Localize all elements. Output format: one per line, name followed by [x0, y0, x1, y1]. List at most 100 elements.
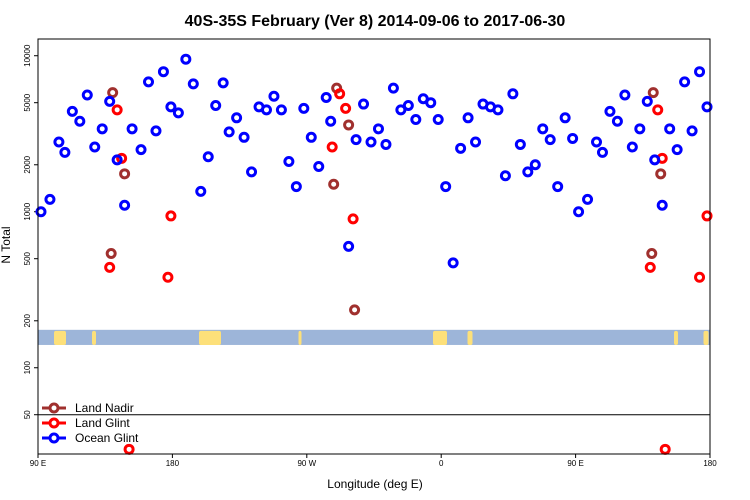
ocean-glint-point: [135, 144, 147, 156]
ocean-glint-point: [313, 160, 325, 172]
land-glint-point: [162, 271, 174, 283]
y-tick-label: 1000: [23, 202, 32, 220]
plot-area: 90 E 180 90 W 0 90 E 180 50 100 200 500 1000 2000 50…: [23, 44, 717, 468]
map-land-patch: [467, 330, 473, 345]
legend-label-land-nadir: Land Nadir: [75, 401, 134, 415]
ocean-glint-point: [529, 159, 541, 171]
ocean-glint-point: [634, 123, 646, 135]
ocean-glint-point: [410, 114, 422, 126]
ocean-glint-point: [455, 142, 467, 154]
ocean-glint-point: [195, 185, 207, 197]
ocean-glint-point: [380, 138, 392, 150]
land-nadir-point: [105, 247, 117, 259]
x-tick-label: 90 W: [297, 459, 316, 468]
ocean-glint-point: [522, 166, 534, 178]
land-glint-point: [340, 102, 352, 114]
land-nadir-point: [328, 178, 340, 190]
ocean-glint-point: [59, 146, 71, 158]
ocean-glint-point: [111, 154, 123, 166]
ocean-glint-point: [365, 136, 377, 148]
legend-marker-land-glint: [48, 417, 60, 429]
land-glint-point: [347, 213, 359, 225]
ocean-glint-point: [231, 112, 243, 124]
ocean-glint-point: [126, 123, 138, 135]
map-land-patch: [703, 330, 709, 345]
ocean-glint-point: [104, 95, 116, 107]
map-ocean-band: [38, 329, 710, 345]
chart-title: 40S-35S February (Ver 8) 2014-09-06 to 2…: [185, 13, 566, 30]
land-glint-point: [104, 261, 116, 273]
ocean-glint-point: [619, 89, 631, 101]
ocean-glint-point: [325, 115, 337, 127]
ocean-glint-point: [559, 112, 571, 124]
land-glint-point: [652, 104, 664, 116]
ocean-glint-point: [604, 105, 616, 117]
land-nadir-point: [646, 247, 658, 259]
ocean-glint-point: [649, 154, 661, 166]
y-tick-label: 100: [23, 361, 32, 375]
ocean-glint-point: [96, 123, 108, 135]
ocean-glint-point: [53, 136, 65, 148]
land-glint-point: [326, 141, 338, 153]
legend-marker-land-nadir: [48, 402, 60, 414]
map-land-patch: [298, 330, 302, 345]
y-tick-label: 5000: [23, 93, 32, 111]
ocean-glint-point: [74, 115, 86, 127]
map-land-patch: [92, 330, 96, 345]
ocean-glint-point: [172, 107, 184, 119]
ocean-glint-point: [290, 181, 302, 193]
land-glint-point: [165, 210, 177, 222]
x-tick-label: 90 E: [567, 459, 583, 468]
land-nadir-point: [107, 87, 119, 99]
land-glint-point: [111, 104, 123, 116]
ocean-glint-point: [582, 193, 594, 205]
ocean-glint-point: [180, 53, 192, 65]
ocean-glint-point: [573, 206, 585, 218]
ocean-glint-point: [686, 125, 698, 137]
land-nadir-point: [119, 168, 131, 180]
ocean-glint-point: [492, 104, 504, 116]
ocean-glint-point: [268, 90, 280, 102]
x-axis-label: Longitude (deg E): [327, 477, 422, 491]
ocean-glint-point: [157, 66, 169, 78]
y-axis-label: N Total: [0, 226, 13, 263]
ocean-glint-point: [66, 105, 78, 117]
ocean-glint-point: [552, 181, 564, 193]
ocean-glint-point: [143, 76, 155, 88]
y-tick-label: 50: [23, 410, 32, 419]
ocean-glint-point: [626, 141, 638, 153]
ocean-glint-point: [447, 257, 459, 269]
ocean-glint-point: [507, 88, 519, 100]
ocean-glint-point: [544, 134, 556, 146]
ocean-glint-point: [283, 155, 295, 167]
ocean-glint-point: [217, 77, 229, 89]
ocean-glint-point: [591, 136, 603, 148]
ocean-glint-point: [81, 89, 93, 101]
land-glint-point: [334, 88, 346, 100]
land-nadir-point: [647, 87, 659, 99]
map-land-patch: [54, 330, 66, 345]
plot-frame: [37, 38, 711, 455]
x-tick-label: 180: [166, 459, 180, 468]
x-tick-label: 180: [703, 459, 717, 468]
ocean-glint-point: [425, 97, 437, 109]
land-nadir-point: [655, 168, 667, 180]
ocean-glint-point: [514, 138, 526, 150]
ocean-glint-point: [210, 99, 222, 111]
y-tick-label: 2000: [23, 155, 32, 173]
land-glint-point: [694, 271, 706, 283]
ocean-glint-point: [202, 151, 214, 163]
ocean-glint-point: [187, 78, 199, 90]
ocean-glint-point: [358, 98, 370, 110]
ocean-glint-point: [305, 131, 317, 143]
ocean-glint-point: [44, 193, 56, 205]
map-land-patch: [674, 330, 678, 345]
ocean-glint-point: [694, 66, 706, 78]
ocean-glint-point: [35, 206, 47, 218]
ocean-glint-point: [679, 76, 691, 88]
land-glint-point: [123, 443, 135, 455]
ocean-glint-point: [372, 123, 384, 135]
legend-marker-ocean-glint: [48, 432, 60, 444]
ocean-glint-point: [440, 181, 452, 193]
